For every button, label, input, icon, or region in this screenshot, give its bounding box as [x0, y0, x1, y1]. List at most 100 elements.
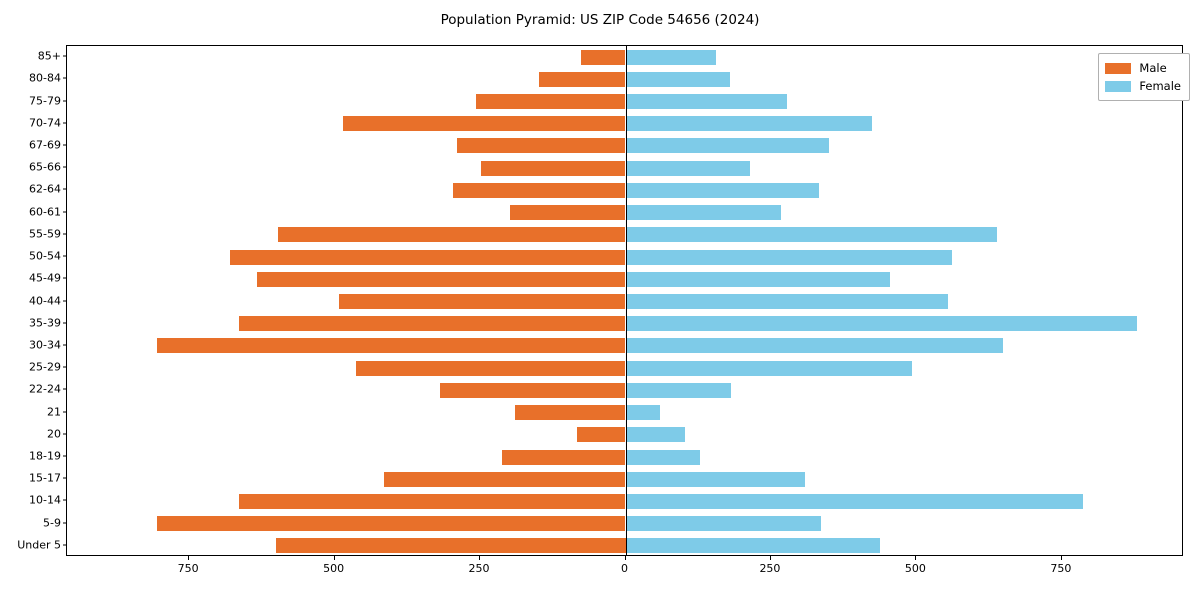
bar-female-20 [625, 427, 686, 443]
y-tick-label-55-59: 55-59 [29, 227, 61, 241]
y-tick-label-85-: 85+ [37, 49, 61, 63]
bar-male-85- [581, 49, 626, 65]
x-tick-label-3: 0 [621, 562, 628, 575]
bar-female-18-19 [625, 449, 700, 465]
bar-male-22-24 [440, 382, 626, 398]
bar-female-55-59 [625, 227, 997, 243]
bar-male-under-5 [276, 538, 626, 554]
y-tick-label-22-24: 22-24 [29, 382, 61, 396]
y-tick-mark [62, 277, 66, 279]
bar-male-67-69 [456, 138, 626, 154]
y-tick-label-under-5: Under 5 [17, 538, 61, 552]
bar-female-10-14 [625, 493, 1083, 509]
bar-female-60-61 [625, 205, 782, 221]
x-tick-mark [333, 556, 335, 560]
bar-female-75-79 [625, 94, 787, 110]
y-tick-mark [62, 300, 66, 301]
bar-female-21 [625, 405, 661, 421]
y-tick-mark [62, 366, 66, 368]
x-tick-mark [479, 556, 481, 560]
y-tick-label-40-44: 40-44 [29, 294, 61, 307]
y-tick-mark [62, 144, 66, 146]
bar-male-60-61 [509, 205, 626, 221]
y-tick-label-67-69: 67-69 [29, 138, 61, 152]
y-tick-label-30-34: 30-34 [29, 338, 61, 352]
legend-label-male: Male [1139, 61, 1167, 75]
y-tick-label-75-79: 75-79 [29, 94, 61, 108]
bar-female-under-5 [625, 538, 880, 554]
chart-title: Population Pyramid: US ZIP Code 54656 (2… [440, 12, 760, 28]
y-tick-mark [62, 522, 66, 524]
y-tick-mark [62, 322, 66, 324]
x-tick-mark [188, 556, 190, 560]
bar-male-80-84 [538, 71, 626, 87]
y-tick-mark [62, 188, 66, 190]
y-tick-label-50-54: 50-54 [29, 249, 61, 263]
x-tick-label-5: 500 [904, 562, 926, 575]
x-tick-label-4: 250 [759, 562, 781, 575]
bar-male-15-17 [384, 471, 626, 487]
bar-female-25-29 [625, 360, 913, 376]
legend-item-female: Female [1105, 77, 1181, 95]
y-tick-mark [62, 455, 66, 457]
y-tick-mark [62, 388, 66, 390]
y-tick-mark [62, 166, 66, 168]
y-tick-mark [62, 433, 66, 435]
bar-female-35-39 [625, 316, 1137, 332]
bar-female-30-34 [625, 338, 1004, 354]
y-tick-mark [62, 211, 66, 213]
bar-male-5-9 [156, 516, 626, 532]
y-tick-label-5-9: 5-9 [43, 516, 61, 530]
x-tick-label-2: 250 [468, 562, 490, 575]
bar-female-67-69 [625, 138, 830, 154]
bar-male-25-29 [356, 360, 626, 376]
y-tick-label-21: 21 [47, 405, 61, 419]
y-tick-mark [62, 233, 66, 235]
plot-axes [66, 45, 1183, 556]
y-tick-mark [62, 100, 66, 102]
bar-male-70-74 [343, 116, 626, 132]
bar-female-5-9 [625, 516, 821, 532]
y-tick-mark [62, 477, 66, 479]
y-tick-mark [62, 411, 66, 413]
y-tick-mark [62, 544, 66, 546]
bar-female-62-64 [625, 182, 820, 198]
male-color-swatch [1105, 62, 1132, 74]
y-tick-label-70-74: 70-74 [29, 116, 61, 130]
bar-male-20 [577, 427, 626, 443]
x-tick-label-6: 750 [1050, 562, 1072, 575]
y-tick-label-62-64: 62-64 [29, 182, 61, 196]
y-tick-label-10-14: 10-14 [29, 493, 61, 507]
bar-female-50-54 [625, 249, 952, 265]
y-tick-label-15-17: 15-17 [29, 471, 61, 485]
y-tick-label-80-84: 80-84 [29, 71, 61, 85]
legend-item-male: Male [1105, 59, 1181, 77]
bar-female-80-84 [625, 71, 731, 87]
bar-female-40-44 [625, 294, 949, 309]
x-tick-label-1: 500 [323, 562, 345, 575]
y-tick-label-45-49: 45-49 [29, 271, 61, 285]
bar-male-50-54 [229, 249, 626, 265]
y-tick-mark [62, 255, 66, 257]
y-tick-label-18-19: 18-19 [29, 449, 61, 463]
bar-male-55-59 [277, 227, 626, 243]
bar-male-75-79 [475, 94, 626, 110]
y-tick-label-35-39: 35-39 [29, 316, 61, 330]
y-tick-label-20: 20 [47, 427, 61, 441]
bar-male-40-44 [339, 294, 626, 309]
bar-male-18-19 [502, 449, 626, 465]
bar-male-10-14 [238, 493, 626, 509]
y-tick-label-60-61: 60-61 [29, 205, 61, 219]
y-tick-label-65-66: 65-66 [29, 160, 61, 174]
y-tick-mark [62, 55, 66, 57]
bar-female-45-49 [625, 271, 890, 287]
bar-female-85- [625, 49, 717, 65]
x-tick-label-0: 750 [177, 562, 199, 575]
y-tick-mark [62, 122, 66, 124]
bars-container [67, 46, 1182, 555]
x-tick-mark [624, 556, 626, 560]
legend-label-female: Female [1139, 79, 1181, 93]
bar-female-65-66 [625, 160, 750, 176]
bar-female-15-17 [625, 471, 805, 487]
